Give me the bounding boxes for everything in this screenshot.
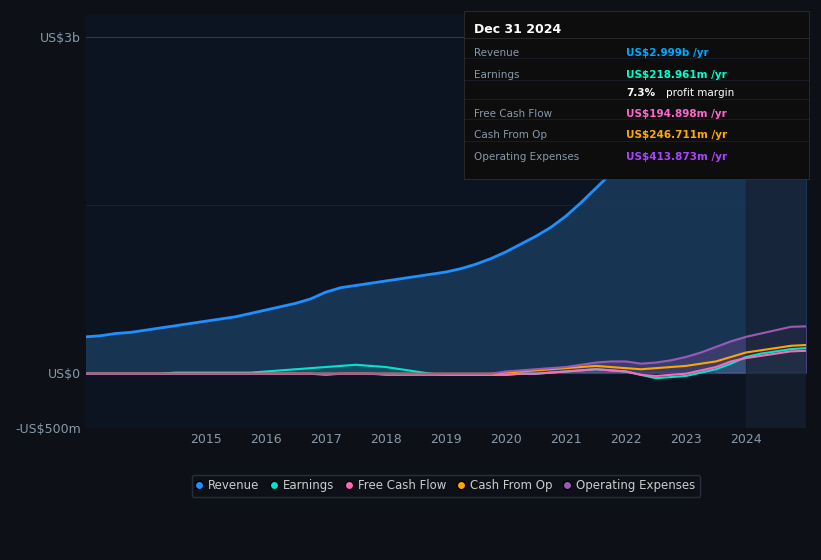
Text: Operating Expenses: Operating Expenses — [475, 152, 580, 162]
Text: US$218.961m /yr: US$218.961m /yr — [626, 70, 727, 80]
Text: 7.3%: 7.3% — [626, 88, 655, 99]
Text: Dec 31 2024: Dec 31 2024 — [475, 23, 562, 36]
Text: profit margin: profit margin — [666, 88, 734, 99]
Text: US$2.999b /yr: US$2.999b /yr — [626, 48, 709, 58]
Text: Earnings: Earnings — [475, 70, 520, 80]
Text: Revenue: Revenue — [475, 48, 520, 58]
Bar — [746, 15, 806, 428]
Text: US$246.711m /yr: US$246.711m /yr — [626, 130, 727, 141]
Text: US$194.898m /yr: US$194.898m /yr — [626, 109, 727, 119]
Legend: Revenue, Earnings, Free Cash Flow, Cash From Op, Operating Expenses: Revenue, Earnings, Free Cash Flow, Cash … — [191, 474, 700, 497]
Text: Free Cash Flow: Free Cash Flow — [475, 109, 553, 119]
Text: US$413.873m /yr: US$413.873m /yr — [626, 152, 727, 162]
Text: Cash From Op: Cash From Op — [475, 130, 548, 141]
